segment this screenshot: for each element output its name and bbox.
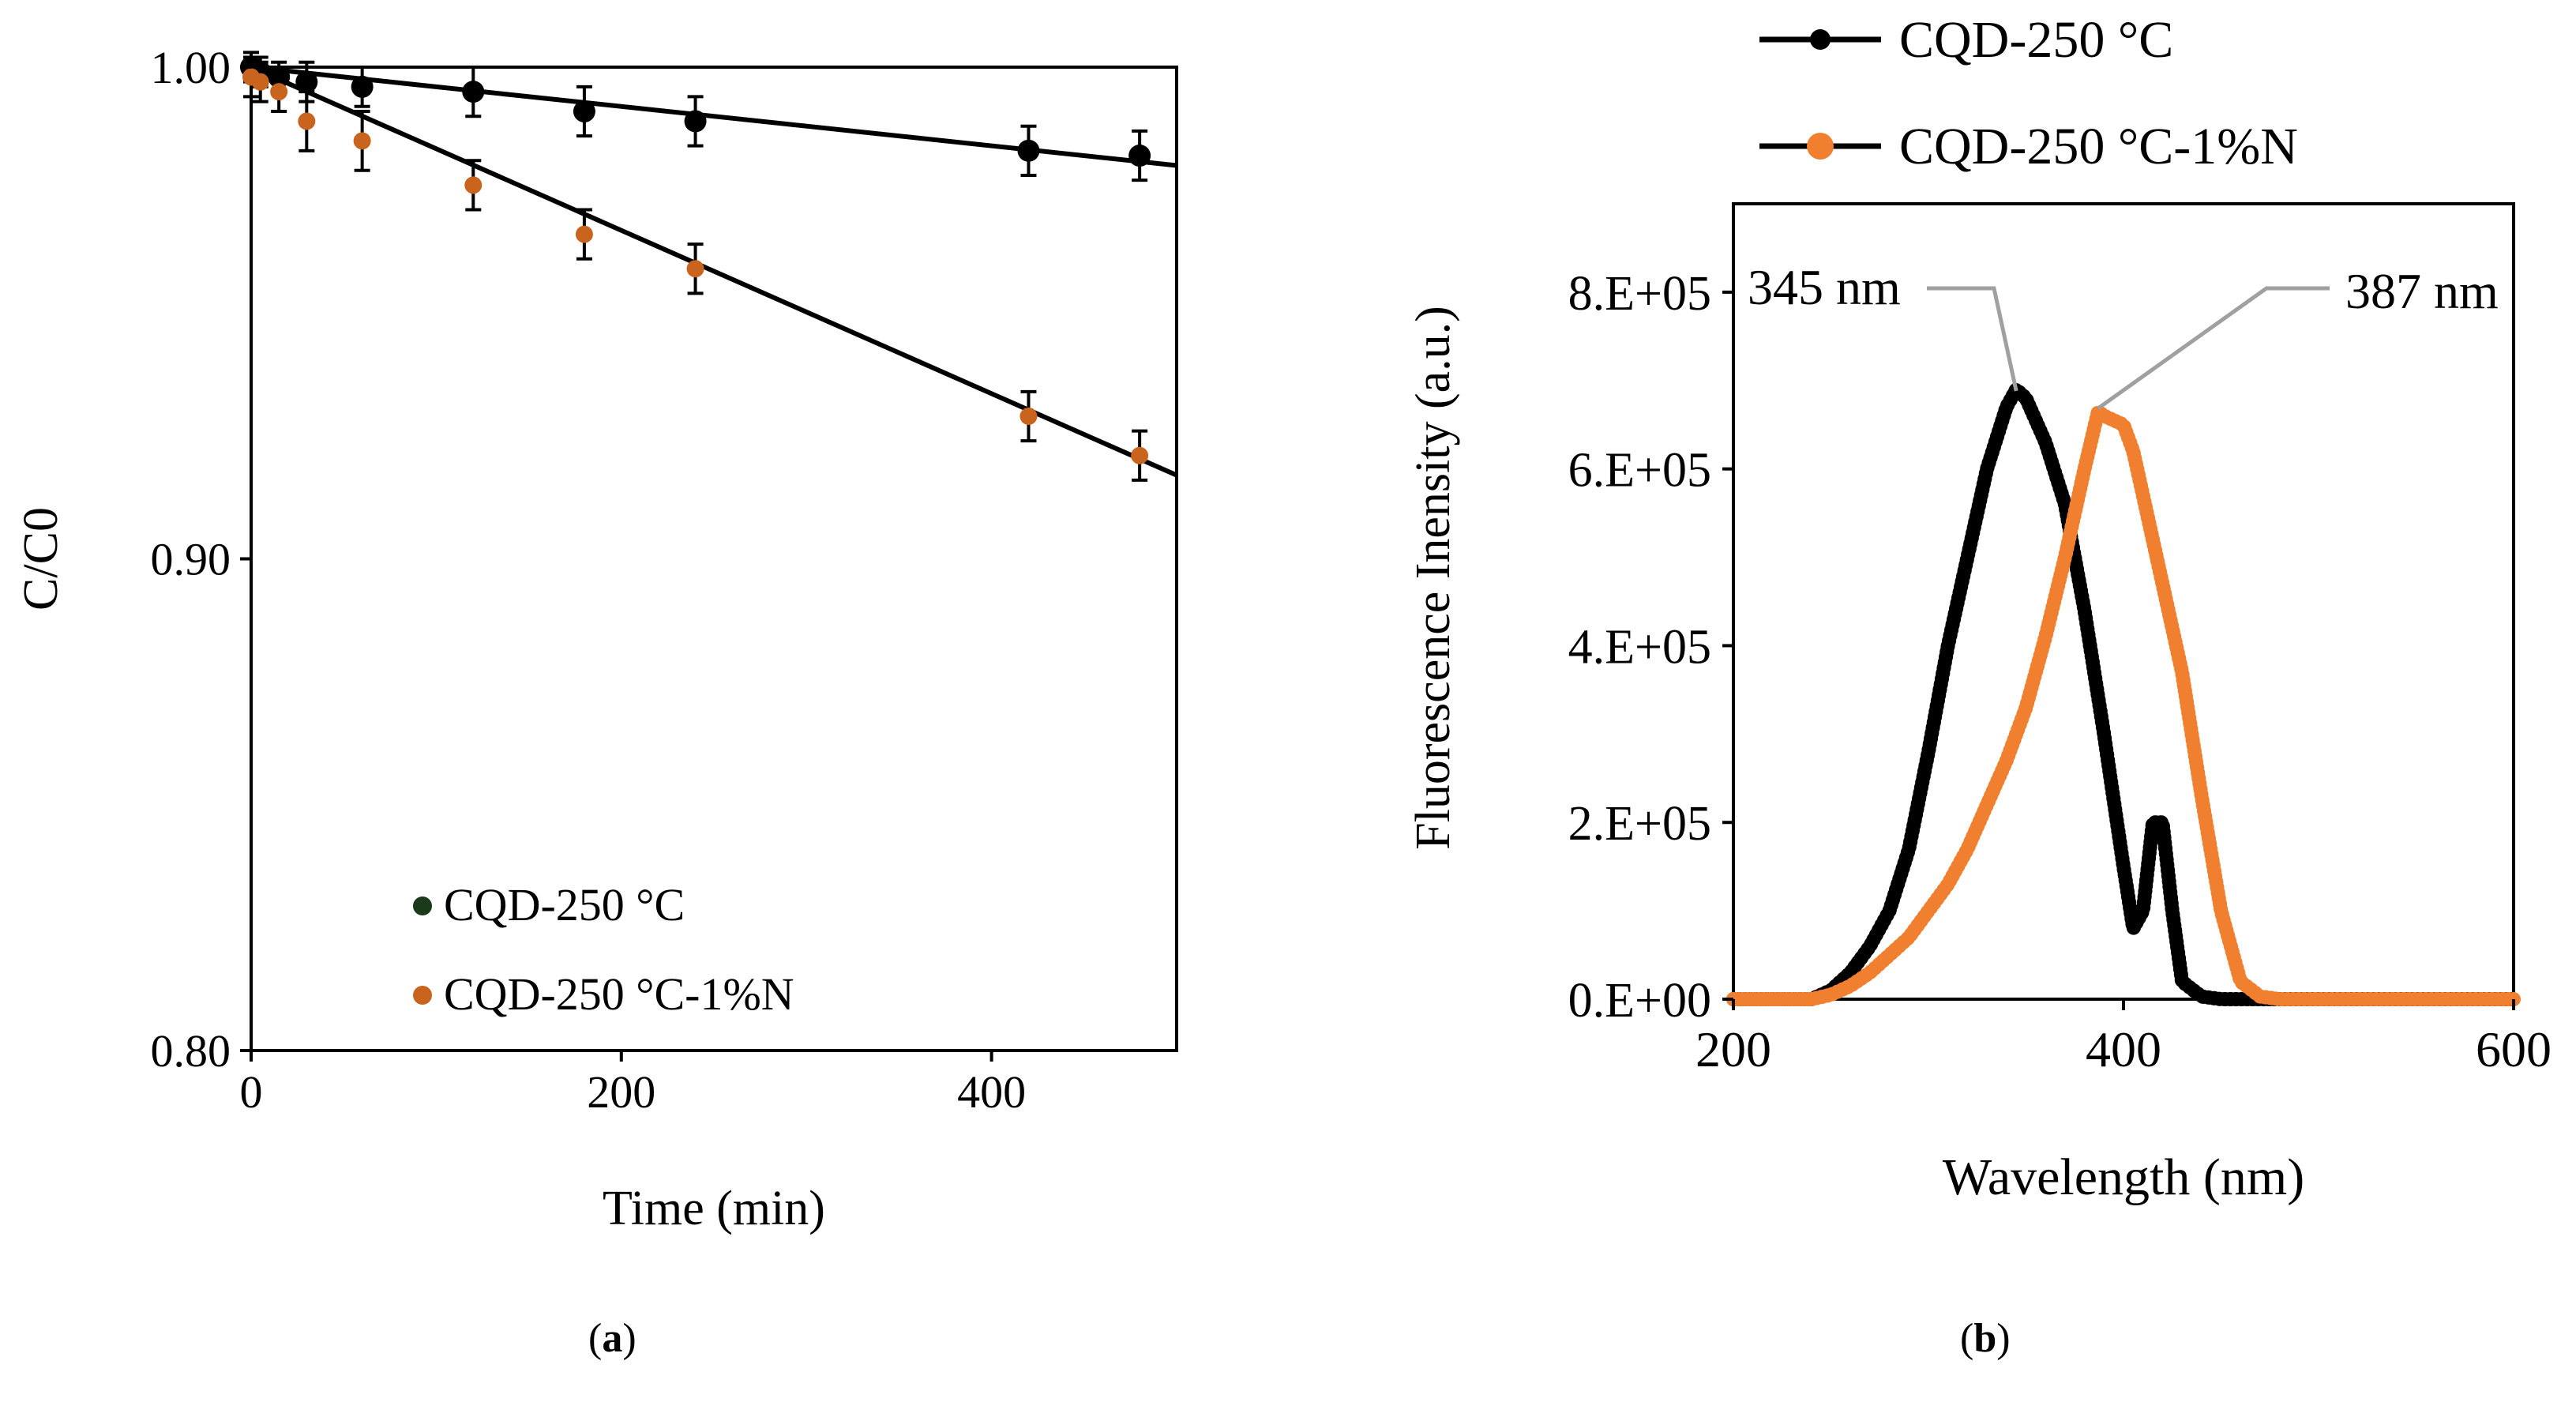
panel-a-x-tick-label: 200	[587, 1066, 655, 1118]
panel-a-point-series-1	[573, 100, 595, 123]
panel-b-x-axis-label: Wavelength (nm)	[1943, 1148, 2304, 1206]
panel-a-point-series-2	[251, 73, 269, 91]
panel-b-y-tick-label: 6.E+05	[1568, 444, 1711, 498]
panel-a-caption: (a)	[588, 1316, 636, 1361]
panel-a-y-tick-label: 1.00	[151, 42, 231, 93]
panel-b-legend-label-2: CQD-250 °C-1%N	[1899, 118, 2298, 175]
panel-b-series-line-2	[1726, 404, 2521, 1006]
panel-a-point-series-2	[575, 225, 593, 243]
panel-b-legend-marker-2	[1807, 133, 1834, 160]
panel-b-y-axis-label: Fluorescence Inensity (a.u.)	[1406, 306, 1460, 850]
panel-a-point-series-2	[270, 83, 288, 101]
panel-b-y-tick-label: 8.E+05	[1568, 267, 1711, 321]
panel-a-point-series-2	[1131, 446, 1149, 464]
panel-b-x-tick-label: 200	[1695, 1021, 1771, 1077]
panel-a-point-series-2	[1020, 407, 1038, 425]
panel-a-point-series-1	[295, 70, 318, 93]
panel-a-point-series-1	[1128, 145, 1151, 167]
panel-a-letter: a	[602, 1316, 623, 1361]
panel-a-point-series-1	[1017, 139, 1040, 162]
panel-a-point-series-1	[268, 66, 291, 88]
panel-b-legend-marker-1	[1810, 29, 1831, 50]
panel-b-y-tick-label: 4.E+05	[1568, 620, 1711, 674]
panel-a-trendline-2	[250, 65, 1178, 478]
panel-a-point-series-2	[464, 176, 483, 194]
panel-b-y-tick-label: 0.E+00	[1568, 974, 1711, 1028]
panel-a-x-tick-label: 0	[240, 1066, 263, 1118]
panel-b-annotation-2: 387 nm	[2345, 263, 2499, 319]
panel-a-point-series-2	[353, 132, 371, 150]
panel-a-chart: 0.80 0.90 1.00 0 200 400 Time (min) C/C0 CQD-…	[14, 42, 1178, 1235]
panel-a-x-tick-label: 400	[957, 1066, 1026, 1118]
panel-b-y-tick-label: 2.E+05	[1568, 797, 1711, 851]
panel-a-legend-marker-1	[413, 896, 432, 915]
panel-a-y-axis-label: C/C0	[14, 507, 68, 611]
panel-b-legend: CQD-250 °C CQD-250 °C-1%N	[1759, 11, 2298, 175]
panel-a-y-tick-label: 0.80	[151, 1025, 231, 1077]
panel-a-plot-frame	[250, 66, 1178, 1052]
panel-a-legend: CQD-250 °C CQD-250 °C-1%N	[413, 879, 794, 1020]
panel-b-letter: b	[1973, 1316, 1997, 1361]
panel-a-legend-label-1: CQD-250 °C	[444, 879, 685, 930]
panel-b-x-tick-label: 400	[2086, 1021, 2161, 1077]
panel-a-x-axis-label: Time (min)	[603, 1182, 825, 1235]
panel-b-annotation-leader-1	[1927, 286, 2018, 392]
panel-a-y-tick-label: 0.90	[151, 534, 231, 585]
panel-a-point-series-1	[462, 81, 485, 103]
panel-a-point-series-1	[351, 75, 374, 98]
panel-b-series-line-1	[1726, 382, 2521, 1006]
panel-a-point-series-2	[686, 260, 704, 278]
panel-a-legend-label-2: CQD-250 °C-1%N	[444, 968, 794, 1020]
panel-a-point-series-1	[684, 110, 707, 133]
panel-a-legend-marker-2	[413, 986, 432, 1005]
panel-b-x-tick-label: 600	[2476, 1021, 2552, 1077]
panel-b-annotation-1: 345 nm	[1748, 259, 1901, 315]
panel-a-point-series-2	[298, 112, 316, 130]
panel-b-legend-label-1: CQD-250 °C	[1899, 11, 2173, 69]
panel-b-annotation-leader-2	[2097, 286, 2330, 410]
panel-b-caption: (b)	[1960, 1316, 2011, 1361]
